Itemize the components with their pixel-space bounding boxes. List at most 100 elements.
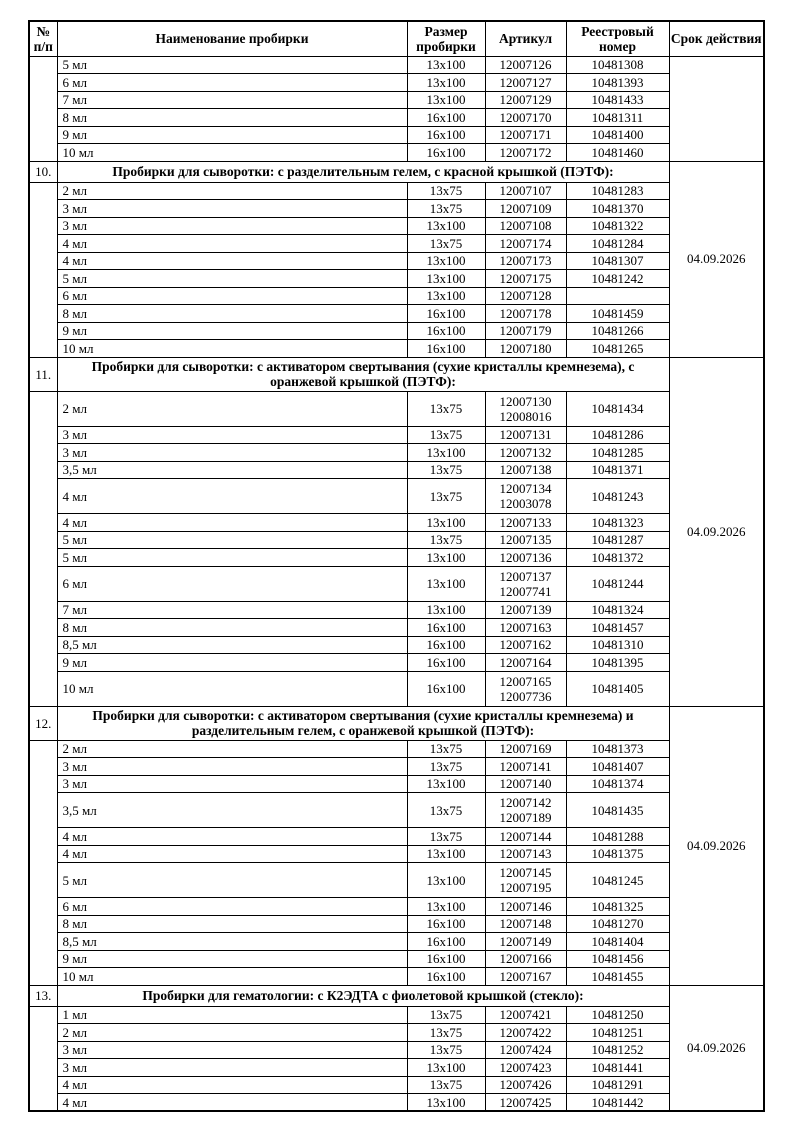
tube-volume-cell: 4 мл: [56, 251, 408, 270]
tube-size-cell: 13x100: [406, 774, 486, 793]
table-row: 3 мл 13x100 12007140 10481374: [29, 774, 764, 793]
tube-size-cell: 16x100: [406, 967, 486, 986]
table-row: 3,5 мл 13x75 12007138 10481371: [29, 460, 764, 479]
registry-cell: 10481286: [565, 425, 670, 444]
tube-size-cell: 16x100: [406, 932, 486, 951]
registry-cell: 10481265: [565, 339, 670, 358]
table-row: 3 мл 13x75 12007131 10481286: [29, 425, 764, 444]
tube-volume-cell: 4 мл: [56, 513, 408, 532]
table-row: 4 мл 13x75 12007134 12003078 10481243: [29, 478, 764, 514]
table-row: 2 мл 13x75 12007422 10481251: [29, 1023, 764, 1042]
tube-size-cell: 16x100: [406, 108, 486, 127]
tube-size-cell: 13x100: [406, 73, 486, 92]
section-header-row: 10. Пробирки для сыворотки: с разделитель…: [28, 160, 765, 358]
tube-volume-cell: 3,5 мл: [56, 460, 408, 479]
tube-size-cell: 13x100: [406, 600, 486, 619]
section-header-row: 13. Пробирки для гематологии: с К2ЭДТА с …: [28, 984, 765, 1112]
registry-cell: 10481455: [565, 967, 670, 986]
tube-volume-cell: 8 мл: [56, 108, 408, 127]
tube-volume-cell: 10 мл: [56, 967, 408, 986]
registry-cell: 10481405: [565, 670, 670, 707]
article-cell: 12007165 12007736: [484, 670, 567, 707]
registry-cell: 10481308: [565, 55, 670, 74]
tube-size-cell: 13x100: [406, 862, 486, 898]
section-number-spacer: [28, 181, 58, 358]
section-number: 12.: [28, 705, 58, 741]
table-row: 8 мл 16x100 12007163 10481457: [29, 618, 764, 637]
article-cell: 12007423: [484, 1058, 567, 1077]
table-row: 3 мл 13x75 12007109 10481370: [29, 199, 764, 218]
tube-volume-cell: 1 мл: [56, 1005, 408, 1024]
section-number: 10.: [28, 160, 58, 183]
registry-cell: 10481283: [565, 181, 670, 200]
tube-volume-cell: 8,5 мл: [56, 932, 408, 951]
section-number-spacer: [28, 739, 58, 986]
tube-volume-cell: 6 мл: [56, 73, 408, 92]
tube-size-cell: 13x100: [406, 844, 486, 863]
table-row: 3 мл 13x100 12007132 10481285: [29, 443, 764, 462]
col-header-number: № п/п: [28, 20, 58, 57]
tube-size-cell: 13x100: [406, 1058, 486, 1077]
article-cell: 12007421: [484, 1005, 567, 1024]
article-cell: 12007149: [484, 932, 567, 951]
table-row: 6 мл 13x100 12007146 10481325: [29, 897, 764, 916]
table-row: 7 мл 13x100 12007139 10481324: [29, 600, 764, 619]
registry-cell: 10481456: [565, 949, 670, 968]
tube-volume-cell: 5 мл: [56, 55, 408, 74]
tube-volume-cell: 3 мл: [56, 774, 408, 793]
tube-volume-cell: 2 мл: [56, 1023, 408, 1042]
tube-size-cell: 13x100: [406, 443, 486, 462]
article-cell: 12007162: [484, 635, 567, 654]
tube-volume-cell: 7 мл: [56, 600, 408, 619]
article-cell: 12007128: [484, 286, 567, 305]
registry-cell: 10481375: [565, 844, 670, 863]
table-row: 10 мл 16x100 12007172 10481460: [29, 143, 764, 162]
tube-size-cell: 13x75: [406, 234, 486, 253]
registry-cell: 10481287: [565, 530, 670, 549]
registry-cell: 10481307: [565, 251, 670, 270]
section-number-spacer: [28, 55, 58, 162]
col-header-registry: Реестровый номер: [565, 20, 670, 57]
section-header-row: 12. Пробирки для сыворотки: с активатором…: [28, 705, 765, 986]
registry-cell: 10481393: [565, 73, 670, 92]
tube-size-cell: 13x100: [406, 286, 486, 305]
tube-volume-cell: 10 мл: [56, 339, 408, 358]
tube-volume-cell: 3 мл: [56, 757, 408, 776]
table-row: 4 мл 13x75 12007426 10481291: [29, 1075, 764, 1094]
tube-size-cell: 13x75: [406, 1040, 486, 1059]
registry-cell: 10481242: [565, 269, 670, 288]
tube-size-cell: 16x100: [406, 914, 486, 933]
tube-volume-cell: 4 мл: [56, 1075, 408, 1094]
table-row: 8 мл 16x100 12007178 10481459: [29, 304, 764, 323]
registry-cell: 10481252: [565, 1040, 670, 1059]
tube-volume-cell: 5 мл: [56, 530, 408, 549]
article-cell: 12007179: [484, 321, 567, 340]
tube-size-cell: 16x100: [406, 670, 486, 707]
col-header-size: Размер пробирки: [406, 20, 486, 57]
registry-cell: 10481459: [565, 304, 670, 323]
registry-cell: 10481291: [565, 1075, 670, 1094]
tube-volume-cell: 5 мл: [56, 862, 408, 898]
tube-size-cell: 16x100: [406, 635, 486, 654]
registry-cell: 10481441: [565, 1058, 670, 1077]
table-row: 5 мл 13x100 12007145 12007195 10481245: [29, 862, 764, 898]
table-body: 5 мл 13x100 12007126 10481308 6 мл 13x100 1200…: [28, 55, 765, 1112]
table-row: 9 мл 16x100 12007164 10481395: [29, 653, 764, 672]
table-row: 8 мл 16x100 12007148 10481270: [29, 914, 764, 933]
tube-size-cell: 13x75: [406, 425, 486, 444]
tube-volume-cell: 3 мл: [56, 1040, 408, 1059]
table-row: 10 мл 16x100 12007180 10481265: [29, 339, 764, 358]
validity-cell: 04.09.2026: [668, 984, 765, 1112]
tube-size-cell: 16x100: [406, 949, 486, 968]
article-cell: 12007163: [484, 618, 567, 637]
article-cell: 12007134 12003078: [484, 478, 567, 514]
tube-volume-cell: 6 мл: [56, 565, 408, 602]
section-title: Пробирки для сыворотки: с активатором св…: [56, 705, 670, 741]
tube-size-cell: 13x75: [406, 530, 486, 549]
section-number: 13.: [28, 984, 58, 1007]
registry-cell: 10481266: [565, 321, 670, 340]
registry-cell: 10481407: [565, 757, 670, 776]
table-row: 4 мл 13x100 12007425 10481442: [29, 1093, 764, 1112]
registry-cell: 10481270: [565, 914, 670, 933]
tube-size-cell: 16x100: [406, 321, 486, 340]
